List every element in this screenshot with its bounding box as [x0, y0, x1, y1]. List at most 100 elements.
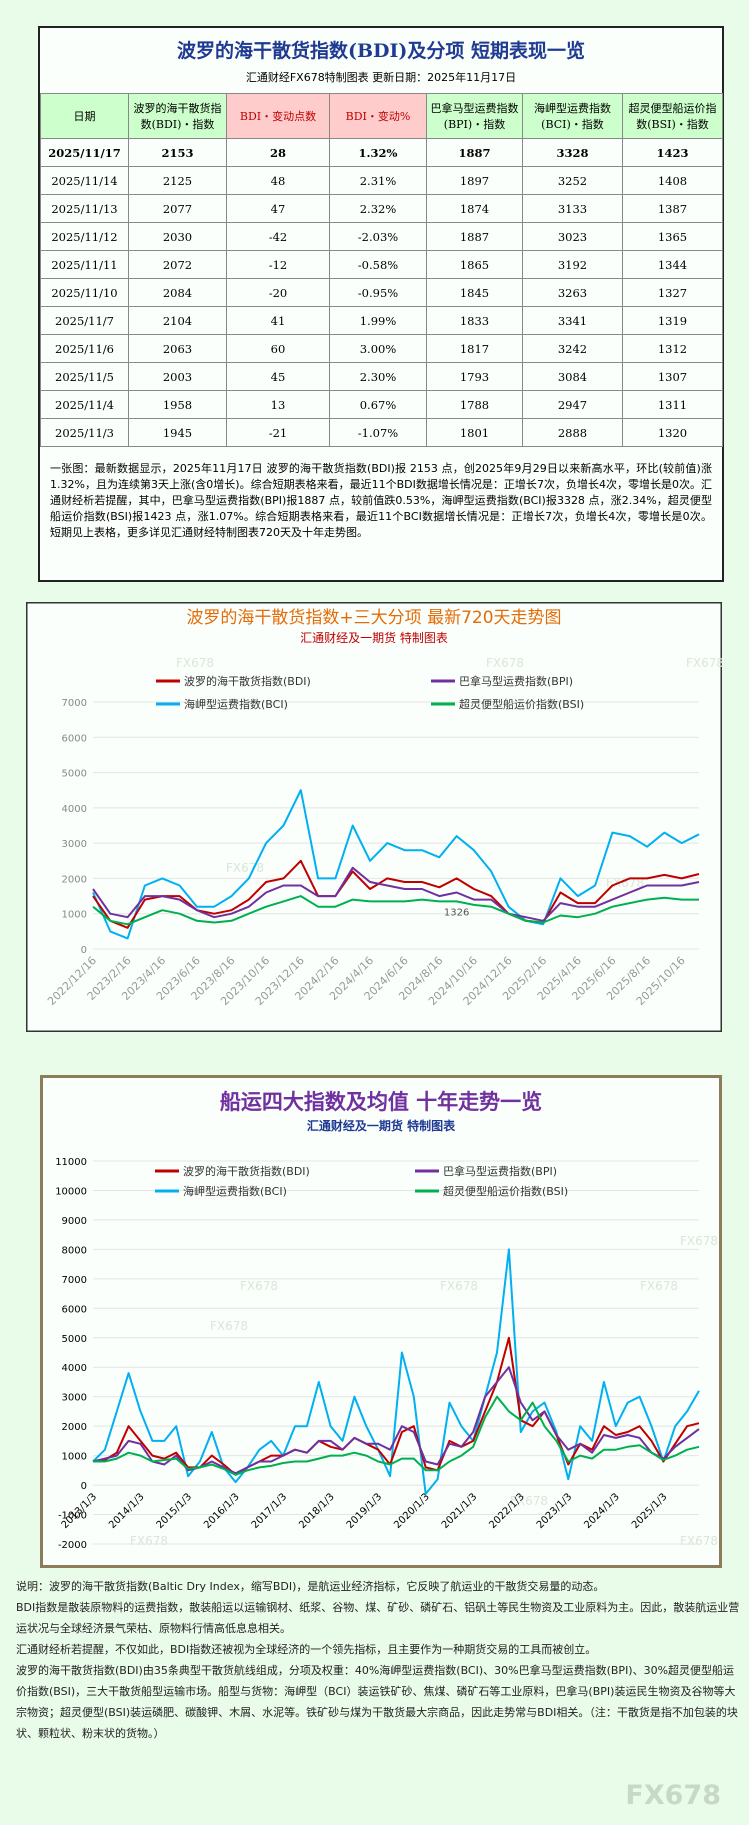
table-cell: 1365: [622, 222, 723, 251]
table-cell: 2025/11/10: [40, 278, 129, 307]
watermark: FX678: [486, 656, 524, 670]
table-cell: 3341: [522, 306, 623, 335]
table-cell: 2025/11/14: [40, 166, 129, 195]
table-cell: 1423: [622, 138, 723, 167]
y-tick-label: 1000: [62, 910, 87, 921]
y-tick-label: 8000: [62, 1245, 87, 1256]
chart-720d: FX678 FX678 FX678 FX678 FX678 波罗的海干散货指数+三大分项 …: [26, 602, 722, 1032]
table-cell: 3242: [522, 334, 623, 363]
table-row: 2025/11/17 2153 28 1.32% 1887 3328 1423: [40, 138, 723, 167]
table-cell: 1887: [426, 138, 523, 167]
chart-title: 船运四大指数及均值 十年走势一览: [220, 1090, 542, 1114]
series-line: [92, 866, 700, 922]
watermark: FX678: [240, 1279, 278, 1293]
column-header: 海岬型运费指数(BCI)・指数: [522, 93, 623, 139]
watermark: FX678: [440, 1279, 478, 1293]
legend-label: 巴拿马型运费指数(BPI): [459, 674, 573, 688]
table-cell: 1887: [426, 222, 523, 251]
series-line: [92, 895, 699, 926]
table-cell: 2025/11/6: [40, 334, 129, 363]
table-cell: 1.32%: [329, 138, 427, 167]
table-cell: 2.31%: [329, 166, 427, 195]
table-cell: -21: [226, 418, 330, 447]
table-cell: 1833: [426, 306, 523, 335]
table-cell: 1327: [622, 278, 723, 307]
table-row: 2025/11/3 1945 -21 -1.07% 1801 2888 1320: [40, 418, 723, 447]
table-cell: 1311: [622, 390, 723, 419]
page-subtitle: 汇通财经FX678特制图表 更新日期：2025年11月17日: [245, 71, 517, 84]
table-cell: 2947: [522, 390, 623, 419]
table-cell: 2003: [128, 362, 227, 391]
y-tick-label: 0: [81, 1481, 87, 1492]
table-cell: 2072: [128, 250, 227, 279]
table-cell: 3263: [522, 278, 623, 307]
table-row: 2025/11/13 2077 47 2.32% 1874 3133 1387: [40, 194, 723, 223]
summary-panel: 波罗的海干散货指数(BDI)及分项 短期表现一览 汇通财经FX678特制图表 更…: [38, 26, 724, 582]
table-cell: 1865: [426, 250, 523, 279]
y-tick-label: 10000: [55, 1186, 87, 1197]
y-tick-label: 0: [81, 945, 87, 956]
table-cell: 1312: [622, 334, 723, 363]
column-header: 超灵便型船运价指数(BSI)・指数: [622, 93, 723, 139]
table-cell: 2153: [128, 138, 227, 167]
y-tick-label: 5000: [62, 769, 87, 780]
y-tick-label: 3000: [62, 1393, 87, 1404]
table-cell: 2025/11/4: [40, 390, 129, 419]
table-cell: 2104: [128, 306, 227, 335]
column-header: 波罗的海干散货指数(BDI)・指数: [128, 93, 227, 139]
table-cell: 3023: [522, 222, 623, 251]
y-tick-label: 2000: [62, 874, 87, 885]
table-cell: 1801: [426, 418, 523, 447]
table-cell: 47: [226, 194, 330, 223]
chart-10y: FX678 FX678 FX678 FX678 FX678 FX678 FX678 FX678…: [40, 1075, 722, 1568]
series-line: [93, 1395, 700, 1476]
y-tick-label: -1000: [58, 1511, 87, 1522]
table-cell: 2077: [128, 194, 227, 223]
table-cell: 3.00%: [329, 334, 427, 363]
note-paragraph: 说明：波罗的海干散货指数(Baltic Dry Index，缩写BDI)，是航运…: [16, 1580, 605, 1593]
watermark: FX678: [625, 1780, 721, 1811]
watermark: FX678: [606, 876, 644, 890]
legend-label: 海岬型运费指数(BCI): [184, 697, 288, 711]
legend-label: 海岬型运费指数(BCI): [183, 1184, 287, 1198]
table-cell: 60: [226, 334, 330, 363]
watermark: FX678: [226, 861, 264, 875]
table-cell: -0.58%: [329, 250, 427, 279]
table-cell: -12: [226, 250, 330, 279]
watermark: FX678: [130, 1534, 168, 1548]
column-header: BDI・变动%: [329, 93, 427, 139]
watermark: FX678: [176, 656, 214, 670]
legend-label: 波罗的海干散货指数(BDI): [183, 1164, 310, 1178]
note-paragraph: 波罗的海干散货指数(BDI)由35条典型干散货航线组成，分项及权重：40%海岬型…: [16, 1664, 738, 1740]
table-cell: 13: [226, 390, 330, 419]
y-tick-label: 4000: [62, 804, 87, 815]
column-header: BDI・变动点数: [226, 93, 330, 139]
table-row: 2025/11/14 2125 48 2.31% 1897 3252 1408: [40, 166, 723, 195]
table-cell: 3084: [522, 362, 623, 391]
y-tick-label: 5000: [62, 1334, 87, 1345]
table-cell: 1319: [622, 306, 723, 335]
y-tick-label: 9000: [62, 1216, 87, 1227]
data-table: 日期 波罗的海干散货指数(BDI)・指数 BDI・变动点数 BDI・变动% 巴拿马型运费…: [40, 93, 723, 447]
watermark: FX678: [680, 1534, 718, 1548]
watermark: FX678: [686, 656, 722, 670]
table-cell: 2084: [128, 278, 227, 307]
y-tick-label: 3000: [62, 839, 87, 850]
table-cell: 1793: [426, 362, 523, 391]
y-tick-label: 2000: [62, 1422, 87, 1433]
table-cell: 2025/11/11: [40, 250, 129, 279]
table-cell: 2025/11/3: [40, 418, 129, 447]
y-tick-label: 1000: [62, 1452, 87, 1463]
column-header: 巴拿马型运费指数(BPI)・指数: [426, 93, 523, 139]
chart-title: 波罗的海干散货指数+三大分项 最新720天走势图: [186, 608, 561, 628]
legend-label: 超灵便型船运价指数(BSI): [459, 697, 584, 711]
notes: 说明：波罗的海干散货指数(Baltic Dry Index，缩写BDI)，是航运…: [16, 1576, 742, 1744]
y-tick-label: 6000: [62, 733, 87, 744]
table-cell: 1387: [622, 194, 723, 223]
series-line: [92, 789, 700, 940]
table-row: 2025/11/4 1958 13 0.67% 1788 2947 1311: [40, 390, 723, 419]
table-cell: 1874: [426, 194, 523, 223]
table-cell: 1307: [622, 362, 723, 391]
table-cell: 2025/11/13: [40, 194, 129, 223]
legend-label: 超灵便型船运价指数(BSI): [443, 1184, 568, 1198]
